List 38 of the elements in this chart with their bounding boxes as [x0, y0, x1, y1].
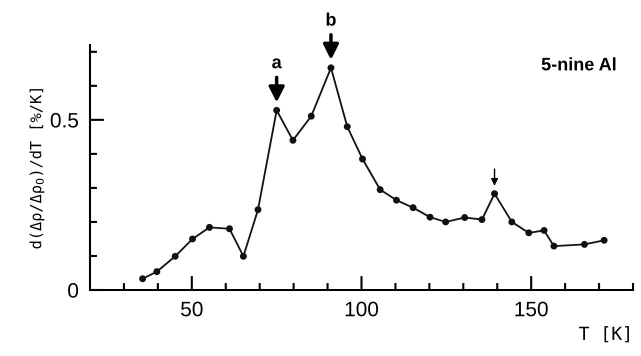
point: [273, 106, 280, 114]
point: [580, 240, 588, 248]
point: [410, 204, 417, 212]
point: [508, 218, 516, 226]
y-axis-title: d(Δρ/Δρ$_{0}$)/dT [%/K]: [30, 89, 44, 248]
point: [392, 196, 400, 204]
point: [478, 216, 486, 224]
point: [359, 156, 366, 162]
y-tick-label: 0: [68, 283, 78, 298]
y-tick-label: 0.5: [50, 112, 78, 128]
annotation: a: [272, 58, 282, 68]
point: [308, 112, 315, 120]
point: [540, 226, 548, 234]
point: [254, 206, 262, 214]
point: [139, 275, 146, 282]
point: [289, 136, 296, 144]
point: [226, 225, 233, 232]
point: [189, 235, 196, 242]
annotation: 5-nine Al: [542, 57, 616, 71]
point: [461, 214, 468, 221]
x-tick-label: 50: [181, 302, 203, 316]
point: [327, 64, 334, 72]
point: [153, 268, 160, 276]
x-axis-title: T [K]: [579, 326, 629, 342]
point: [376, 186, 384, 194]
annotation: b: [326, 12, 336, 26]
point: [600, 236, 608, 244]
point: [550, 242, 558, 250]
point: [206, 224, 213, 231]
point: [442, 218, 450, 226]
point: [525, 229, 532, 236]
point: [426, 214, 434, 221]
x-tick-label: 100: [346, 302, 378, 316]
point: [240, 252, 247, 260]
point: [344, 123, 351, 130]
x-tick-label: 150: [515, 302, 548, 316]
point: [491, 190, 498, 198]
point: [172, 252, 179, 260]
